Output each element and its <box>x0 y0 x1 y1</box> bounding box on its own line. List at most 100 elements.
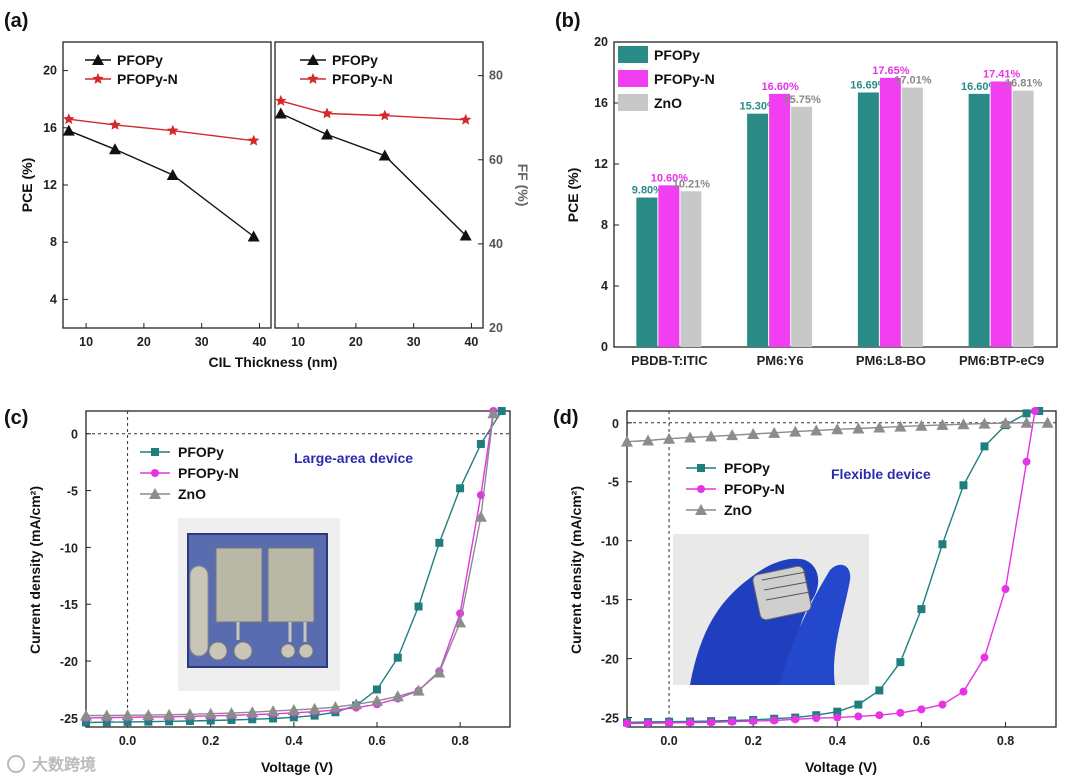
chart-d-ytick-label-2: -10 <box>601 535 619 549</box>
b-category-label-0: PBDB-T:ITIC <box>631 353 708 368</box>
b-bar-2-2 <box>901 87 923 347</box>
chart-d-ylabel: Current density (mA/cm²) <box>568 486 584 654</box>
b-legend-swatch-2 <box>618 94 648 111</box>
chart-c-xtick-label-3: 0.6 <box>368 734 385 748</box>
chart-d-point-2-4 <box>705 430 718 442</box>
chart-d-point-1-8 <box>791 715 800 724</box>
b-bar-0-0 <box>636 197 658 347</box>
chart-c-xtick-label-4: 0.8 <box>451 734 468 748</box>
chart-d-ytick-label-4: -20 <box>601 653 619 667</box>
a-legend-l-label-1: PFOPy-N <box>117 71 178 87</box>
chart-d-ytick-label-5: -25 <box>601 712 619 726</box>
a-left-xtick-label-2: 30 <box>195 335 209 349</box>
chart-d-point-0-13 <box>896 658 905 667</box>
chart-d-point-2-16 <box>957 418 970 430</box>
b-legend-label-0: PFOPy <box>654 47 700 63</box>
chart-d-jv: 0 -5 -10 -15 -20 -25 0.0 0.2 0.4 0.6 0.8 <box>601 407 1057 748</box>
a-left-point-1-1 <box>109 118 121 130</box>
chart-c-ytick-label-4: -20 <box>60 655 78 669</box>
a-left-ytick-label-3: 16 <box>43 121 57 135</box>
d-legend-swatch-marker-0 <box>697 464 705 472</box>
chart-c-point-0-19 <box>476 439 485 448</box>
panel-label-d: (d) <box>553 407 579 429</box>
chart-c-point-2-7 <box>225 707 238 719</box>
a-legend-r-swatch-marker-0 <box>307 54 319 65</box>
chart-d-xtick-label-3: 0.6 <box>913 734 930 748</box>
chart-c-point-0-17 <box>435 538 444 547</box>
a-left-point-0-2 <box>166 168 179 180</box>
b-bar-1-2 <box>879 77 901 348</box>
chart-b-ylabel: PCE (%) <box>565 168 581 222</box>
a-right-ytick-label-1: 40 <box>489 237 503 251</box>
chart-c-point-2-18 <box>454 616 467 628</box>
chart-d-point-2-13 <box>894 420 907 432</box>
d-legend-label-0: PFOPy <box>724 460 770 476</box>
chart-c-ytick-label-2: -10 <box>60 541 78 555</box>
watermark-text: 大数跨境 <box>32 755 96 774</box>
chart-d-xtick-label-1: 0.2 <box>744 734 761 748</box>
chart-c-point-2-3 <box>142 709 155 721</box>
chart-d-point-2-11 <box>852 422 865 434</box>
c-legend-swatch-marker-1 <box>151 469 159 477</box>
chart-d-point-2-10 <box>831 423 844 435</box>
chart-c-point-0-14 <box>372 685 381 694</box>
chart-c-point-2-12 <box>329 701 342 713</box>
b-data-label-2-0: 10.21% <box>673 178 711 190</box>
chart-c-point-2-15 <box>391 690 404 702</box>
chart-d-point-2-12 <box>873 421 886 433</box>
chart-a-right-legend: PFOPy PFOPy-N <box>300 52 393 87</box>
chart-a-left-legend: PFOPy PFOPy-N <box>85 52 178 87</box>
chart-d-point-1-1 <box>644 719 653 728</box>
chart-d-point-1-14 <box>917 705 926 714</box>
chart-d-ytick-label-1: -5 <box>608 476 619 490</box>
a-right-point-0-0 <box>274 107 287 119</box>
a-right-ytick-label-2: 60 <box>489 153 503 167</box>
panel-label-b: (b) <box>555 10 581 32</box>
b-data-label-2-3: 16.81% <box>1005 78 1043 90</box>
chart-a-left-pce: 4 8 12 16 20 10 20 30 40 <box>43 41 272 349</box>
chart-d-point-2-19 <box>1020 416 1033 428</box>
b-bar-0-3 <box>968 93 990 347</box>
chart-c-xtick-label-0: 0.0 <box>119 734 136 748</box>
chart-d-point-2-20 <box>1041 416 1054 428</box>
b-ytick-label-5: 20 <box>594 35 608 49</box>
chart-d-point-2-0 <box>621 435 633 447</box>
chart-d-point-2-9 <box>810 424 823 436</box>
chart-d-xtick-label-2: 0.4 <box>829 734 846 748</box>
b-category-label-2: PM6:L8-BO <box>856 353 926 368</box>
chart-b-legend: PFOPy PFOPy-N ZnO <box>618 46 715 111</box>
chart-c-point-2-4 <box>163 708 176 720</box>
b-data-label-0-0: 9.80% <box>632 185 663 197</box>
chart-c-xlabel: Voltage (V) <box>261 759 333 775</box>
b-ytick-label-1: 4 <box>601 279 608 293</box>
a-right-point-1-1 <box>321 107 333 119</box>
chart-d-point-1-10 <box>833 713 842 722</box>
a-left-xtick-label-1: 20 <box>137 335 151 349</box>
panel-label-c: (c) <box>4 407 28 429</box>
chart-d-point-2-6 <box>747 427 760 439</box>
b-ytick-label-3: 12 <box>594 157 608 171</box>
chart-a-left-ylabel: PCE (%) <box>19 158 35 212</box>
chart-c-point-2-19 <box>474 510 487 522</box>
chart-d-point-1-7 <box>770 716 779 725</box>
chart-c-point-2-16 <box>412 684 425 696</box>
b-data-label-1-3: 17.41% <box>983 68 1021 80</box>
b-bar-2-3 <box>1012 90 1034 348</box>
a-right-point-0-3 <box>459 229 472 241</box>
chart-c-point-2-6 <box>204 707 217 719</box>
a-legend-l-label-0: PFOPy <box>117 52 163 68</box>
chart-c-legend: PFOPy PFOPy-N ZnO <box>140 444 239 502</box>
b-category-label-1: PM6:Y6 <box>757 353 804 368</box>
chart-d-ytick-label-0: 0 <box>612 417 619 431</box>
chart-c-ytick-label-5: -25 <box>60 712 78 726</box>
b-ytick-label-2: 8 <box>601 218 608 232</box>
a-right-ytick-label-3: 80 <box>489 69 503 83</box>
a-left-ytick-label-1: 8 <box>50 235 57 249</box>
chart-d-point-1-6 <box>749 717 758 726</box>
a-right-ytick-label-0: 20 <box>489 321 503 335</box>
b-ytick-label-0: 0 <box>601 340 608 354</box>
b-data-label-0-2: 16.69% <box>850 79 888 91</box>
chart-d-point-2-18 <box>999 417 1012 429</box>
b-bar-2-0 <box>680 191 702 347</box>
a-legend-r-label-1: PFOPy-N <box>332 71 393 87</box>
